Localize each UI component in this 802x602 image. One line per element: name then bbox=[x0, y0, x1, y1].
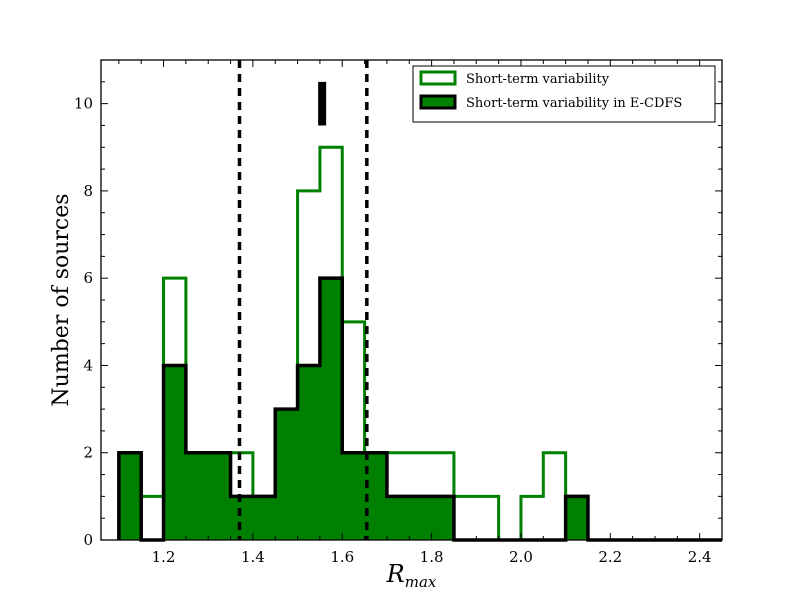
legend-label-ecdfs: Short-term variability in E-CDFS bbox=[466, 96, 682, 111]
x-axis-label: Rmax bbox=[386, 560, 437, 591]
legend: Short-term variability Short-term variab… bbox=[412, 65, 716, 123]
series-ecdfs-filled bbox=[117, 276, 722, 542]
axes-layer: 1.2 1.4 1.6 1.8 2.0 2.2 2.4 0 2 4 6 8 10 bbox=[74, 59, 723, 566]
x-tick-label: 2.2 bbox=[598, 548, 622, 566]
x-tick-label: 2.0 bbox=[509, 548, 533, 566]
data-layer bbox=[117, 60, 722, 542]
y-tick-label: 2 bbox=[83, 444, 93, 462]
legend-label-short-term: Short-term variability bbox=[466, 72, 610, 87]
y-tick-label: 8 bbox=[83, 182, 93, 200]
legend-swatch-short-term bbox=[419, 70, 457, 86]
x-tick-label: 1.2 bbox=[152, 548, 176, 566]
y-tick-label: 10 bbox=[74, 95, 93, 113]
y-tick-label: 6 bbox=[83, 269, 93, 287]
x-tick-label: 1.6 bbox=[330, 548, 354, 566]
x-tick-label: 2.4 bbox=[688, 548, 712, 566]
legend-box bbox=[412, 65, 716, 123]
y-tick-label: 4 bbox=[83, 356, 93, 374]
y-tick-label: 0 bbox=[83, 531, 93, 549]
legend-swatch-ecdfs bbox=[419, 94, 457, 110]
x-tick-label: 1.4 bbox=[241, 548, 265, 566]
x-tick-label: 1.8 bbox=[420, 548, 444, 566]
y-axis-label: Number of sources bbox=[49, 193, 74, 406]
